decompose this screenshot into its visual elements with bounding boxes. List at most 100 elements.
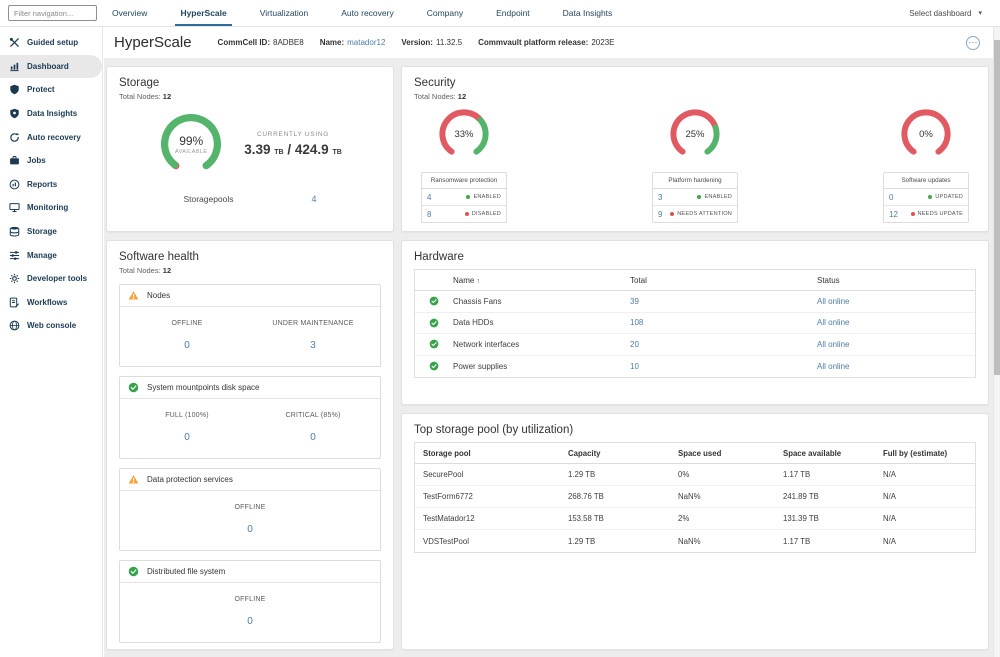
column-header-space-available[interactable]: Space available [783, 449, 842, 458]
sidebar-item-guided-setup[interactable]: Guided setup [0, 31, 102, 55]
metric: OFFLINE 0 [124, 320, 250, 351]
ransomware-protection-panel: 33% Ransomware protection 4 ENABLED 8 DI… [416, 107, 512, 223]
column-header-storage-pool[interactable]: Storage pool [423, 449, 471, 458]
sidebar-item-web-console[interactable]: Web console [0, 314, 102, 338]
count-link[interactable]: 0 [889, 192, 894, 202]
status-dot-red [464, 212, 469, 216]
commcell-version: Version: 11.32.5 [401, 38, 463, 47]
tools-icon [9, 38, 19, 48]
total-link[interactable]: 108 [630, 318, 644, 328]
tab-virtualization[interactable]: Virtualization [259, 8, 309, 18]
storagepools-count-link[interactable]: 4 [311, 194, 317, 204]
table-row: TestForm6772 268.76 TB NaN% 241.89 TB N/… [415, 486, 975, 508]
tab-overview[interactable]: Overview [112, 8, 148, 18]
metric-value-link[interactable]: 0 [310, 432, 316, 443]
dashboard-content: Storage Total Nodes: 12 99% AVAILABLE CU… [104, 58, 1000, 657]
column-header-name[interactable]: Name ↑ [453, 276, 480, 285]
pool-name: TestMatador12 [423, 514, 475, 523]
column-header-full-by[interactable]: Full by (estimate) [883, 449, 948, 458]
metric-value-link[interactable]: 0 [184, 340, 190, 351]
table-row: Power supplies 10 All online [415, 356, 975, 378]
tab-hyperscale[interactable]: HyperScale [175, 0, 233, 26]
distributed-fs-section: Distributed file system OFFLINE 0 [119, 560, 381, 643]
status-link[interactable]: All online [817, 296, 850, 306]
sidebar-item-developer-tools[interactable]: Developer tools [0, 267, 102, 291]
column-header-space-used[interactable]: Space used [678, 449, 722, 458]
sidebar-item-auto-recovery[interactable]: Auto recovery [0, 125, 102, 149]
tab-auto-recovery[interactable]: Auto recovery [341, 8, 394, 18]
sidebar-item-reports[interactable]: Reports [0, 173, 102, 197]
total-link[interactable]: 10 [630, 361, 639, 371]
more-actions-button[interactable]: ⋯ [966, 35, 980, 50]
sidebar-item-storage[interactable]: Storage [0, 220, 102, 244]
warning-icon [128, 475, 139, 484]
metric-value-link[interactable]: 0 [184, 432, 190, 443]
pool-name: TestForm6772 [423, 492, 473, 501]
status-link[interactable]: All online [817, 318, 850, 328]
sidebar-item-monitoring[interactable]: Monitoring [0, 196, 102, 220]
dashboard-icon [10, 62, 19, 72]
warning-icon [128, 291, 139, 300]
sidebar-item-protect[interactable]: Protect [0, 78, 102, 102]
platform-hardening-panel: 25% Platform hardening 3 ENABLED 9 NEEDS… [647, 107, 743, 223]
commcell-meta: CommCell ID: 8ADBE8 Name: matador12 Vers… [218, 38, 615, 47]
top-storage-pool-card: Top storage pool (by utilization) Storag… [401, 413, 989, 650]
filter-navigation-input[interactable] [8, 5, 97, 21]
count-link[interactable]: 12 [889, 209, 898, 219]
sidebar-item-dashboard[interactable]: Dashboard [0, 54, 102, 79]
count-link[interactable]: 4 [427, 192, 432, 202]
hardware-card: Hardware Name ↑ Total Status Chassis Fans… [401, 240, 989, 405]
database-icon [9, 226, 20, 237]
commcell-name-link[interactable]: matador12 [347, 38, 386, 47]
sidebar-item-workflows[interactable]: Workflows [0, 291, 102, 315]
sidebar-item-label: Dashboard [27, 61, 69, 71]
metric-value-link[interactable]: 0 [247, 616, 253, 627]
storage-usage: CURRENTLY USING 3.39 TB / 424.9 TB [244, 131, 342, 157]
table-row: VDSTestPool 1.29 TB NaN% 1.17 TB N/A [415, 530, 975, 552]
hardware-table-header: Name ↑ Total Status [415, 270, 975, 291]
status-link[interactable]: All online [817, 339, 850, 349]
ok-icon [429, 318, 439, 328]
metric: FULL (100%) 0 [124, 412, 250, 443]
globe-icon [9, 321, 20, 331]
main-area: HyperScale CommCell ID: 8ADBE8 Name: mat… [104, 27, 1000, 657]
storagepools-label: Storagepools [183, 194, 234, 204]
column-header-total[interactable]: Total [630, 276, 647, 285]
pool-name: VDSTestPool [423, 536, 469, 546]
nodes-section: Nodes OFFLINE 0 UNDER MAINTENANCE 3 [119, 284, 381, 367]
storage-pool-table-header: Storage pool Capacity Space used Space a… [415, 443, 975, 464]
briefcase-icon [10, 156, 19, 165]
sliders-icon [9, 250, 20, 260]
column-header-capacity[interactable]: Capacity [568, 449, 601, 458]
storage-card: Storage Total Nodes: 12 99% AVAILABLE CU… [106, 66, 394, 232]
sidebar-item-label: Monitoring [27, 203, 69, 213]
shield-icon [10, 85, 19, 95]
total-link[interactable]: 20 [630, 339, 639, 349]
pool-name: SecurePool [423, 470, 464, 479]
total-link[interactable]: 39 [630, 296, 639, 306]
count-link[interactable]: 8 [427, 209, 432, 219]
storage-total-value: 424.9 [294, 142, 329, 157]
tab-endpoint[interactable]: Endpoint [496, 8, 530, 18]
tab-company[interactable]: Company [426, 8, 464, 18]
sidebar-item-label: Data Insights [27, 109, 78, 119]
software-health-card: Software health Total Nodes: 12 Nodes OF… [106, 240, 394, 650]
select-dashboard-dropdown[interactable]: Select dashboard ▾ [909, 9, 982, 18]
sidebar-item-label: Storage [27, 227, 57, 237]
gear-icon [9, 274, 20, 284]
status-link[interactable]: All online [817, 361, 850, 371]
metric-value-link[interactable]: 0 [247, 524, 253, 535]
sidebar-item-manage[interactable]: Manage [0, 243, 102, 267]
column-header-status[interactable]: Status [817, 276, 840, 285]
scrollbar-thumb[interactable] [994, 40, 1000, 375]
count-link[interactable]: 3 [658, 192, 663, 202]
count-link[interactable]: 9 [658, 209, 663, 219]
sidebar-item-jobs[interactable]: Jobs [0, 149, 102, 173]
ransomware-protection-gauge: 33% [437, 107, 491, 161]
tab-data-insights[interactable]: Data Insights [562, 8, 613, 18]
ellipsis-icon: ⋯ [968, 37, 978, 47]
metric-value-link[interactable]: 3 [310, 340, 316, 351]
sidebar-item-data-insights[interactable]: Data Insights [0, 102, 102, 126]
table-row: Data HDDs 108 All online [415, 313, 975, 334]
commcell-name: Name: matador12 [319, 38, 386, 47]
